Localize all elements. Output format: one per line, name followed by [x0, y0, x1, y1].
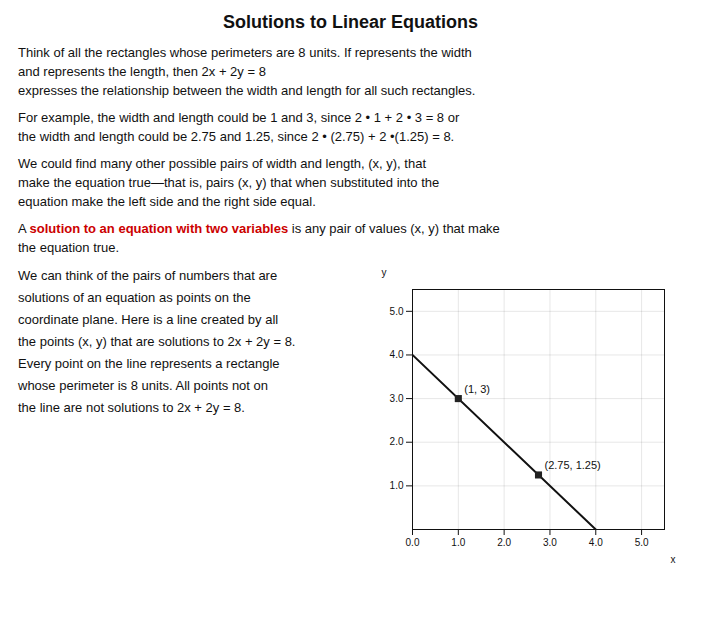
html-text:solutions of an equation as po: solutions of an equation as points on th…	[18, 290, 251, 305]
svg-text:5.0: 5.0	[390, 306, 404, 317]
html-text:equation make the left side an: equation make the left side and the righ…	[18, 194, 316, 209]
svg-text:4.0: 4.0	[589, 537, 603, 548]
html-text:the equation true.: the equation true.	[18, 240, 120, 255]
svg-text:5.0: 5.0	[635, 537, 649, 548]
svg-text:2.0: 2.0	[390, 436, 404, 447]
svg-text:3.0: 3.0	[390, 393, 404, 404]
svg-text:x: x	[671, 554, 676, 565]
svg-text:0.0: 0.0	[406, 537, 420, 548]
html-text:coordinate plane. Here is a li: coordinate plane. Here is a line created…	[18, 312, 279, 327]
html-text:For example, the width and len: For example, the width and length could …	[18, 110, 460, 125]
html-text:A solution to an equation with: A solution to an equation with two varia…	[18, 221, 500, 236]
html-text:and represents the length, the: and represents the length, then 2x + 2y …	[18, 64, 266, 79]
html-text:We could find many other possi: We could find many other possible pairs …	[18, 156, 426, 171]
html-text:the width and length could be: the width and length could be 2.75 and 1…	[18, 129, 455, 144]
svg-text:(2.75, 1.25): (2.75, 1.25)	[545, 459, 601, 471]
svg-text:1.0: 1.0	[451, 537, 465, 548]
html-text:the line are not solutions to: the line are not solutions to 2x + 2y = …	[18, 400, 245, 415]
html-text:the points (x, y) that are sol: the points (x, y) that are solutions to …	[18, 334, 296, 349]
svg-text:1.0: 1.0	[390, 480, 404, 491]
html-text:expresses the relationship bet: expresses the relationship between the w…	[18, 83, 476, 98]
html-text:Think of all the rectangles wh: Think of all the rectangles whose perime…	[18, 45, 472, 60]
html-text:make the equation true—that is: make the equation true—that is, pairs (x…	[18, 175, 440, 190]
html-text:whose perimeter is 8 units. Al: whose perimeter is 8 units. All points n…	[18, 378, 268, 393]
svg-text:y: y	[382, 267, 387, 278]
html-text:Every point on the line repres: Every point on the line represents a rec…	[18, 356, 280, 371]
svg-text:3.0: 3.0	[543, 537, 557, 548]
html-text:We can think of the pairs of n: We can think of the pairs of numbers tha…	[18, 268, 278, 283]
svg-text:(1, 3): (1, 3)	[464, 383, 490, 395]
svg-text:4.0: 4.0	[390, 349, 404, 360]
svg-text:2.0: 2.0	[497, 537, 511, 548]
html-text:Solutions to Linear Equations: Solutions to Linear Equations	[223, 12, 478, 32]
